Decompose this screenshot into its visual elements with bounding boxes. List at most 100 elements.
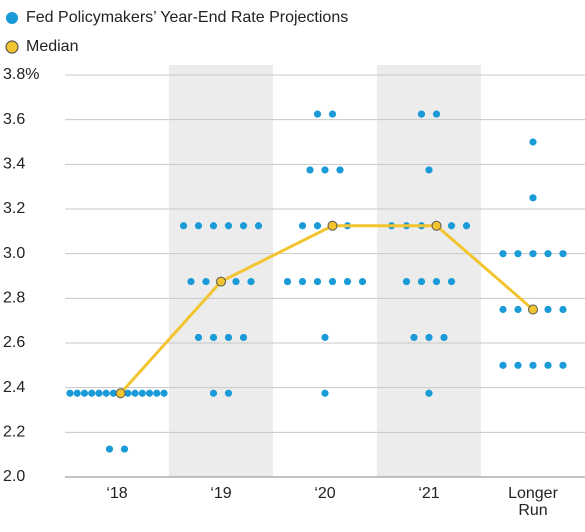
legend-marker xyxy=(5,40,19,54)
projection-dot xyxy=(529,138,537,146)
projection-dot xyxy=(440,333,448,342)
projection-dot xyxy=(432,110,441,118)
projection-dot xyxy=(321,333,329,342)
projection-dot xyxy=(202,277,210,286)
projection-dot xyxy=(514,305,522,314)
projection-dot xyxy=(138,389,146,397)
projection-dot xyxy=(131,389,139,397)
projection-dot xyxy=(298,277,307,286)
projection-dot xyxy=(358,277,367,286)
x-tick-label: ‘21 xyxy=(418,485,440,502)
band-shade xyxy=(169,65,273,477)
projection-dot xyxy=(313,110,322,118)
projection-dot xyxy=(544,250,552,258)
projection-dot xyxy=(462,222,471,230)
projection-dot xyxy=(187,277,195,286)
projection-dot xyxy=(559,305,567,314)
projection-dot xyxy=(145,389,154,397)
projection-dot xyxy=(105,445,114,453)
projection-dot xyxy=(179,222,188,230)
projection-dot xyxy=(402,277,411,286)
projection-dot xyxy=(160,389,168,397)
y-tick-label: 2.4 xyxy=(3,379,25,396)
projection-dot xyxy=(544,361,552,369)
band-shade xyxy=(377,65,481,477)
projection-dot xyxy=(447,222,456,230)
x-tick-label: ‘19 xyxy=(210,485,232,502)
projection-dot xyxy=(283,277,292,286)
y-tick-label: 2.2 xyxy=(3,424,25,441)
legend-label: Fed Policymakers’ Year-End Rate Projecti… xyxy=(26,9,348,26)
projection-dot xyxy=(529,361,537,369)
projection-dot xyxy=(417,277,426,286)
projection-dot xyxy=(194,333,203,342)
x-tick-label: ‘18 xyxy=(106,485,128,502)
projection-dot xyxy=(88,389,96,397)
projection-dot xyxy=(209,389,218,397)
projection-dot xyxy=(224,333,233,342)
projection-dot xyxy=(102,389,110,397)
projection-dot xyxy=(313,277,322,286)
projection-dot xyxy=(559,361,567,369)
projection-dot xyxy=(80,389,89,397)
projection-dot xyxy=(321,389,329,397)
projection-dot xyxy=(239,222,248,230)
projection-dot xyxy=(313,222,322,230)
median-dot xyxy=(431,220,442,231)
projection-dot xyxy=(95,389,103,397)
projection-dot xyxy=(410,333,418,342)
projection-dot xyxy=(343,277,352,286)
median-dot xyxy=(216,276,226,287)
projection-dot xyxy=(321,166,329,174)
projection-dot xyxy=(328,110,337,118)
projection-dot xyxy=(232,277,240,286)
projection-dot xyxy=(425,389,433,397)
projection-dot xyxy=(247,277,255,286)
y-tick-label: 3.4 xyxy=(3,156,25,173)
projection-dot xyxy=(544,305,552,314)
projection-dot xyxy=(194,222,203,230)
projection-dot xyxy=(499,361,507,369)
projection-dot xyxy=(224,222,233,230)
y-tick-label: 2.8 xyxy=(3,290,25,307)
legend-label: Median xyxy=(26,38,78,55)
projection-dot xyxy=(209,222,218,230)
projection-dot xyxy=(529,194,537,202)
projection-dot xyxy=(254,222,263,230)
projection-dot xyxy=(499,250,507,258)
projection-dot xyxy=(499,305,507,314)
projection-dot xyxy=(153,389,161,397)
projection-dot xyxy=(209,333,218,342)
projection-dot xyxy=(109,389,117,397)
projection-dot xyxy=(425,166,433,174)
y-tick-label: 3.0 xyxy=(3,245,25,262)
median-dot xyxy=(115,388,126,399)
y-tick-label: 2.0 xyxy=(3,468,25,485)
y-tick-label: 3.8% xyxy=(3,66,39,83)
projection-dot xyxy=(514,250,522,258)
median-dot xyxy=(327,220,338,231)
projection-dot xyxy=(559,250,567,258)
y-tick-label: 3.6 xyxy=(3,111,25,128)
median-dot xyxy=(528,304,538,315)
x-tick-label: ‘20 xyxy=(314,485,336,502)
projection-dot xyxy=(447,277,456,286)
projection-dot xyxy=(224,389,233,397)
projection-dot xyxy=(306,166,314,174)
projection-dot xyxy=(336,166,344,174)
y-tick-label: 2.6 xyxy=(3,334,25,351)
projection-dot xyxy=(432,277,441,286)
projection-dot xyxy=(328,277,337,286)
x-tick-label: Longer Run xyxy=(508,485,558,519)
y-tick-label: 3.2 xyxy=(3,200,25,217)
projection-dot xyxy=(529,250,537,258)
projection-dot xyxy=(124,389,132,397)
projection-dot xyxy=(120,445,129,453)
projection-dot xyxy=(425,333,433,342)
projection-dot xyxy=(514,361,522,369)
legend-marker xyxy=(6,12,18,24)
projection-dot xyxy=(298,222,307,230)
projection-dot xyxy=(417,110,426,118)
